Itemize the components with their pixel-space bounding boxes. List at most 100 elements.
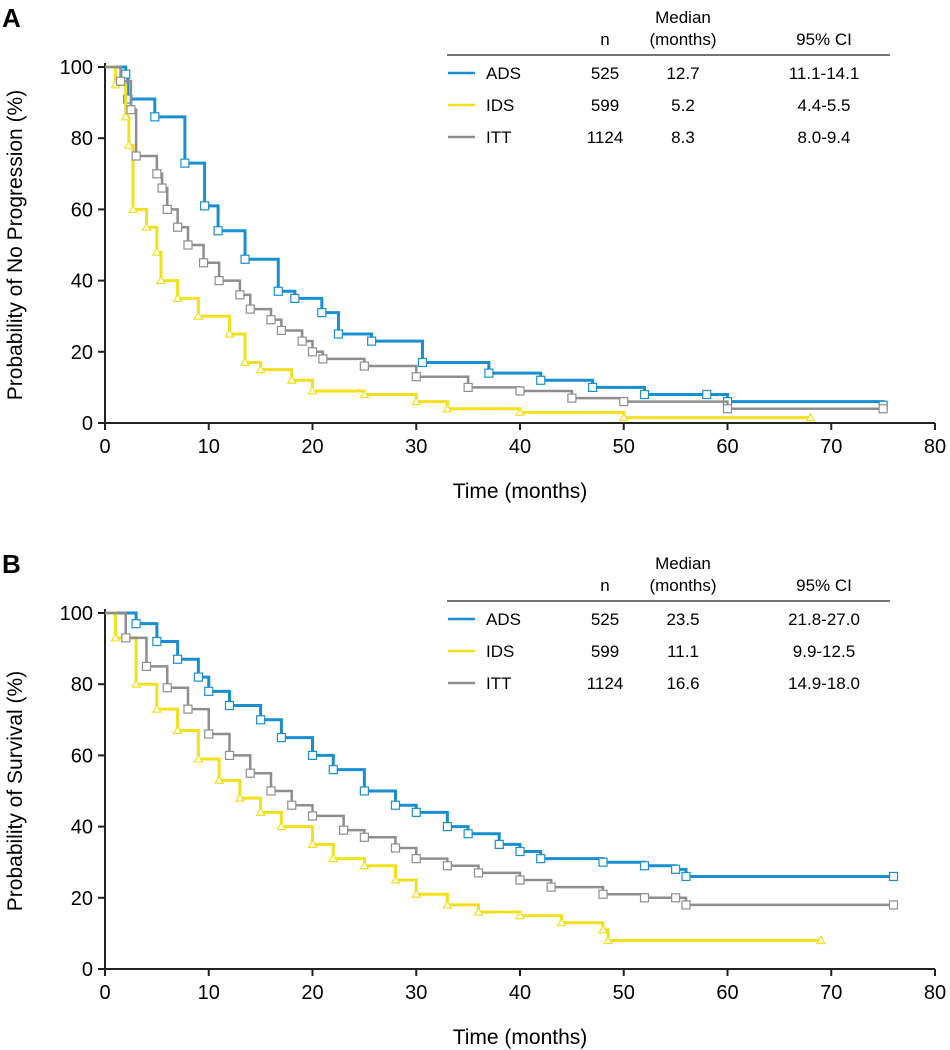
censor-mark [411,889,422,898]
censor-mark [442,821,452,832]
censor-mark [442,403,453,413]
censor-mark [463,829,473,839]
legend-n: 599 [591,642,619,661]
legend-ci: 9.9-12.5 [793,642,855,661]
x-tick-label: 50 [613,436,635,458]
legend-ci: 21.8-27.0 [788,610,860,629]
censor-mark [224,750,235,761]
censor-mark [473,868,484,878]
censor-mark [442,861,452,871]
y-tick-label: 100 [60,603,93,625]
legend-row-ads: ADS 525 12.7 11.1-14.1 [448,64,859,83]
y-axis-title: Probability of Survival (%) [4,671,27,911]
censor-mark [411,854,421,864]
censor-mark [276,821,287,831]
censor-mark [702,389,712,400]
censor-mark [494,839,504,850]
censor-mark [224,328,235,338]
x-tick-label: 80 [924,982,946,1004]
censor-mark [162,204,172,214]
censor-mark [256,715,266,725]
censor-mark [888,871,899,882]
x-tick-label: 70 [820,436,842,458]
x-tick-label: 60 [716,982,738,1004]
legend-header-median-unit: (months) [649,576,716,595]
panel-letter: A [2,3,21,33]
legend-header-ci: 95% CI [796,30,852,49]
legend-ci: 11.1-14.1 [789,64,860,83]
censor-mark [473,906,484,916]
legend-row-ads: ADS 525 23.5 21.8-27.0 [448,610,860,629]
y-tick-label: 20 [71,342,93,364]
censor-mark [411,807,421,817]
censor-mark [162,683,172,693]
censor-mark [515,386,525,396]
censor-mark [546,882,556,892]
km-curve-ids [105,65,811,420]
legend-header-median-unit: (months) [649,30,716,49]
x-tick-label: 80 [924,436,946,458]
y-tick-label: 40 [71,271,93,293]
censor-mark [442,899,453,909]
km-curve-ads [105,65,885,406]
censor-mark [198,258,209,268]
legend-row-ids: IDS 599 11.1 9.9-12.5 [448,642,855,661]
censor-mark [463,382,473,392]
censor-mark [273,286,283,296]
x-tick-label: 30 [405,436,427,458]
censor-mark [286,375,297,384]
legend-label: ADS [486,64,521,83]
censor-mark [318,354,328,364]
censor-mark [200,201,210,211]
censor-mark [276,325,286,336]
legend-label: IDS [486,96,514,115]
censor-mark [141,661,152,672]
censor-mark [151,246,162,256]
censor-mark [514,407,526,416]
censor-mark [127,204,139,213]
censor-mark [234,792,245,802]
legend-median: 23.5 [666,610,699,629]
censor-mark [536,375,546,385]
censor-mark [157,183,167,193]
censor-mark [888,900,899,910]
censor-mark [722,404,733,414]
censor-mark [276,732,286,743]
km-curve-itt [105,65,884,411]
censor-mark [639,893,650,903]
x-axis-title: Time (months) [453,480,588,503]
censor-mark [204,686,214,696]
y-tick-label: 0 [82,413,93,435]
censor-mark [126,105,136,115]
censor-mark [359,786,369,796]
censor-mark [297,336,307,346]
censor-mark [367,336,377,346]
censor-mark [639,389,650,400]
censor-mark [131,619,141,629]
censor-mark [266,786,276,796]
censor-mark [597,924,609,934]
y-tick-label: 80 [71,674,93,696]
censor-mark [235,290,245,300]
legend-median: 16.6 [666,674,699,693]
legend-label: IDS [486,642,514,661]
legend-n: 525 [591,64,619,83]
censor-mark [317,308,327,318]
x-axis-title: Time (months) [453,1026,588,1049]
legend-n: 1124 [587,128,624,147]
censor-mark [120,111,131,121]
censor-mark [805,412,816,422]
censor-mark [193,310,204,320]
y-tick-label: 100 [60,57,93,79]
censor-mark [255,364,266,374]
censor-mark [193,753,204,763]
legend-median: 5.2 [671,96,695,115]
censor-mark [155,275,167,285]
x-tick-label: 60 [716,436,738,458]
x-tick-label: 40 [509,982,531,1004]
censor-mark [328,853,339,863]
legend-median: 11.1 [667,642,699,661]
legend-n: 525 [591,610,619,629]
censor-mark [180,158,190,168]
